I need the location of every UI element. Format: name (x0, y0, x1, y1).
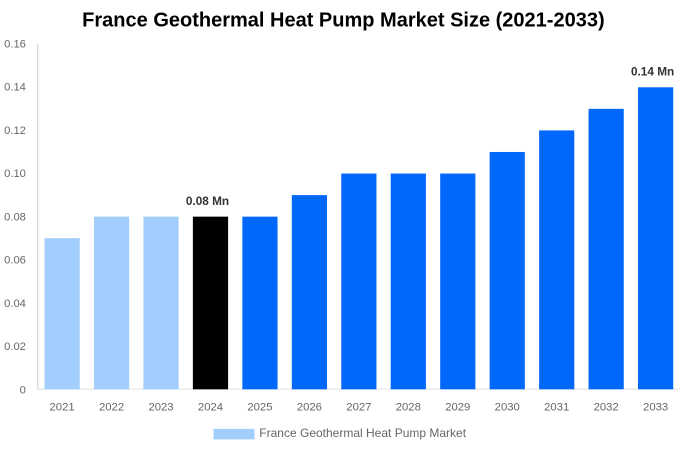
svg-text:France Geothermal Heat Pump Ma: France Geothermal Heat Pump Market Size … (82, 10, 604, 32)
svg-text:2026: 2026 (297, 401, 322, 413)
svg-text:2022: 2022 (99, 401, 124, 413)
svg-text:0.08 Mn: 0.08 Mn (186, 194, 229, 208)
svg-text:0.08: 0.08 (4, 211, 26, 223)
svg-text:0.10: 0.10 (4, 168, 26, 180)
svg-text:0.16: 0.16 (4, 38, 26, 50)
svg-text:2027: 2027 (346, 401, 371, 413)
svg-text:2023: 2023 (148, 401, 173, 413)
svg-text:2030: 2030 (495, 401, 520, 413)
svg-text:0.14: 0.14 (4, 82, 26, 94)
svg-text:0.06: 0.06 (4, 255, 26, 267)
svg-text:0.04: 0.04 (4, 298, 26, 310)
svg-text:2028: 2028 (396, 401, 421, 413)
svg-text:2029: 2029 (445, 401, 470, 413)
svg-text:2024: 2024 (198, 401, 223, 413)
svg-text:0.02: 0.02 (4, 341, 26, 353)
svg-text:2033: 2033 (643, 401, 668, 413)
svg-text:2021: 2021 (50, 401, 75, 413)
svg-text:0.14 Mn: 0.14 Mn (631, 65, 674, 79)
svg-text:0: 0 (20, 384, 26, 396)
svg-text:2025: 2025 (247, 401, 272, 413)
svg-text:2032: 2032 (594, 401, 619, 413)
svg-text:France Geothermal Heat Pump Ma: France Geothermal Heat Pump Market (259, 426, 466, 440)
svg-text:2031: 2031 (544, 401, 569, 413)
svg-text:0.12: 0.12 (4, 125, 26, 137)
